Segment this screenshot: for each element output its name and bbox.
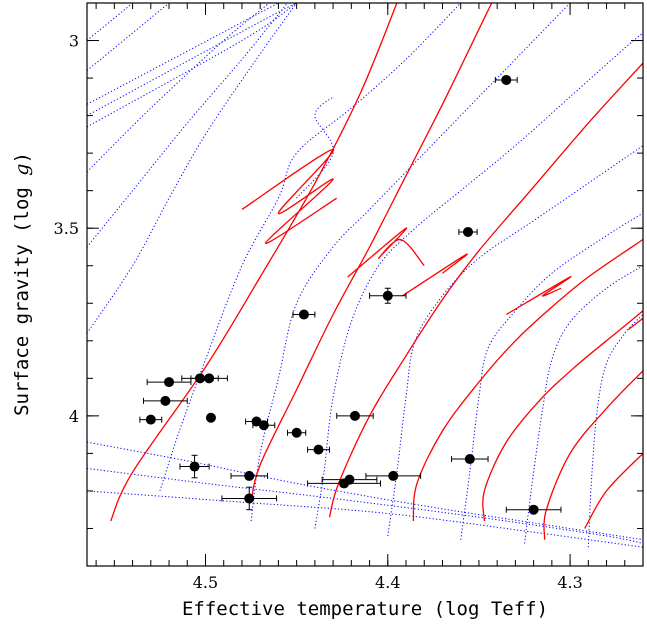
data-point-marker [528, 504, 539, 515]
data-point [230, 470, 268, 481]
data-point [292, 309, 316, 320]
data-point [505, 504, 562, 515]
data-point [451, 454, 489, 465]
data-point-marker [189, 461, 200, 472]
isochrone-curves [87, 3, 643, 548]
data-point-marker [462, 226, 473, 237]
track-line [241, 148, 338, 244]
data-point-marker [204, 373, 215, 384]
data-point [205, 412, 216, 423]
data-point-marker [244, 470, 255, 481]
data-point-marker [291, 427, 302, 438]
data-point [179, 454, 210, 479]
isochrone-line [387, 145, 643, 537]
isochrone-line [524, 265, 643, 544]
isochrone-line [87, 3, 133, 41]
isochrone-line [159, 3, 462, 492]
isochrone-line [87, 3, 270, 173]
data-point [321, 474, 378, 485]
isochrone-line [87, 467, 643, 544]
isochrone-line [87, 3, 297, 128]
data-point-marker [298, 309, 309, 320]
isochrone-line [460, 212, 643, 540]
isochrone-line [250, 3, 571, 522]
isochrone-line [87, 490, 643, 548]
data-point [252, 420, 276, 431]
data-point [494, 74, 518, 85]
isochrone-line [314, 32, 643, 529]
track-line [347, 227, 425, 278]
data-point-marker [501, 74, 512, 85]
data-points [139, 74, 562, 515]
track-line [412, 238, 643, 522]
data-point-marker [164, 377, 175, 388]
x-axis-label: Effective temperature (log Teff) [182, 598, 548, 620]
y-axis-label: Surface gravity (log g) [11, 152, 33, 416]
data-point-marker [388, 470, 399, 481]
evolutionary-tracks [110, 3, 643, 540]
data-point-marker [349, 410, 360, 421]
data-point [221, 486, 278, 511]
y-tick-label: 3 [69, 32, 79, 51]
isochrone-line [587, 314, 643, 548]
data-point [336, 410, 374, 421]
track-line [628, 317, 643, 331]
data-point [458, 226, 478, 237]
x-tick-label: 4.5 [193, 573, 218, 592]
track-line [584, 452, 643, 529]
data-point-marker [160, 395, 171, 406]
data-point [365, 470, 422, 481]
data-point-marker [464, 454, 475, 465]
isochrone-line [87, 441, 643, 541]
data-point [369, 287, 407, 304]
isochrone-line [87, 3, 297, 117]
track-line [543, 370, 643, 540]
data-point-marker [145, 414, 156, 425]
data-point-marker [344, 474, 355, 485]
isochrone-line [87, 3, 279, 105]
data-point-marker [382, 290, 393, 301]
plot-frame [86, 2, 644, 567]
track-line [328, 62, 643, 518]
isochrone-line [87, 3, 170, 71]
data-point [307, 444, 330, 455]
track-line [482, 310, 643, 522]
isochrone-line [296, 96, 334, 199]
data-point [143, 395, 188, 406]
data-point [287, 427, 307, 438]
track-line [402, 253, 468, 297]
data-point [139, 414, 163, 425]
data-point-marker [205, 412, 216, 423]
x-tick-label: 4.3 [557, 573, 582, 592]
data-point-marker [258, 420, 269, 431]
tick-labels: 4.5 4.4 4.3 3 3.5 4 [54, 32, 583, 592]
data-point-marker [313, 444, 324, 455]
isochrone-line [87, 3, 298, 334]
track-line [250, 3, 493, 503]
axis-ticks [87, 2, 644, 567]
isochrone-line [87, 3, 288, 248]
track-line [110, 3, 398, 522]
x-tick-label: 4.4 [375, 573, 400, 592]
track-line [505, 276, 572, 316]
data-point [190, 373, 228, 384]
data-point-marker [244, 493, 255, 504]
y-tick-label: 3.5 [54, 219, 79, 238]
y-tick-label: 4 [69, 407, 79, 426]
